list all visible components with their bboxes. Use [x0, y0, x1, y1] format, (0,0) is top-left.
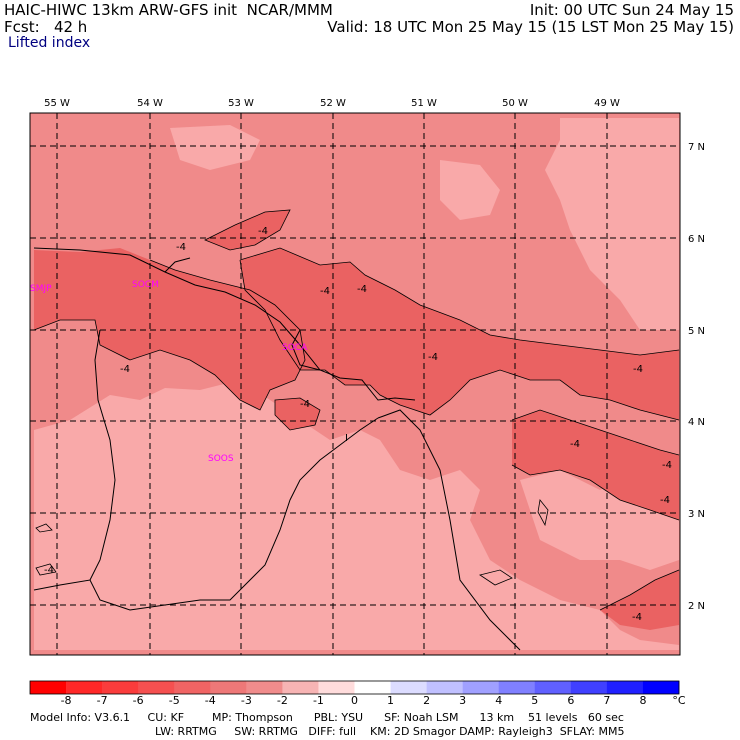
dark-region-mid	[275, 398, 320, 430]
contour-label: -4	[633, 364, 643, 375]
coastlines	[33, 247, 521, 651]
contour-lines	[33, 209, 680, 611]
colorbar-tick-label: -3	[241, 694, 252, 707]
map-frame	[29, 112, 681, 656]
station-label-soca: SOCA	[282, 343, 308, 353]
contour-label: -4	[320, 286, 330, 297]
colorbar-swatch	[210, 681, 247, 694]
graticule	[30, 113, 680, 655]
colorbar-swatch	[570, 681, 608, 694]
lat-label: 5 N	[688, 326, 705, 337]
lon-label: 54 W	[137, 98, 163, 109]
colorbar-tick-label: -1	[313, 694, 324, 707]
lat-label: 6 N	[688, 234, 705, 245]
forecast-hour: Fcst: 42 h	[4, 18, 88, 36]
colorbar-swatch	[66, 681, 103, 694]
colorbar-frame	[29, 680, 680, 695]
lat-label: 2 N	[688, 601, 705, 612]
dark-region-east	[512, 410, 679, 520]
light-region-northeast	[545, 118, 679, 330]
colorbar-swatch	[390, 681, 427, 694]
colorbar-swatch	[30, 681, 67, 694]
colorbar-tick-label: 6	[567, 694, 574, 707]
latitude-labels: 7 N 6 N 5 N 4 N 3 N 2 N	[688, 142, 705, 612]
contour-label: -4	[44, 565, 54, 576]
lon-label: 52 W	[320, 98, 346, 109]
colorbar-swatch	[462, 681, 500, 694]
lon-label: 55 W	[44, 98, 70, 109]
dark-region-central	[240, 248, 679, 420]
station-labels: SMJP SOCM SOCA SOOS	[30, 280, 308, 464]
light-region-north	[170, 125, 260, 170]
init-time: Init: 00 UTC Sun 24 May 15	[529, 1, 734, 19]
lon-label: 51 W	[411, 98, 437, 109]
model-info-line1: Model Info: V3.6.1 CU: KF MP: Thompson P…	[30, 711, 624, 724]
station-label-socm: SOCM	[132, 280, 159, 290]
dark-region-west	[34, 248, 305, 410]
valid-time: Valid: 18 UTC Mon 25 May 15 (15 LST Mon …	[327, 18, 734, 36]
colorbar-unit: °C	[672, 694, 686, 707]
contour-label: -4	[428, 352, 438, 363]
colorbar-tick-label: -2	[277, 694, 288, 707]
contour-label-mark: I	[345, 433, 348, 444]
contour-label: -4	[300, 399, 310, 410]
contour-label: -4	[660, 495, 670, 506]
lon-label: 50 W	[502, 98, 528, 109]
colorbar-tick-label: -4	[205, 694, 216, 707]
colorbar	[29, 680, 680, 695]
colorbar-tick-label: 3	[459, 694, 466, 707]
lon-label: 49 W	[594, 98, 620, 109]
colorbar-swatch	[174, 681, 211, 694]
contour-label: -4	[176, 242, 186, 253]
colorbar-swatch	[102, 681, 139, 694]
colorbar-swatch	[642, 681, 680, 694]
model-info-line2: LW: RRTMG SW: RRTMG DIFF: full KM: 2D Sm…	[155, 725, 625, 738]
colorbar-swatch	[426, 681, 463, 694]
station-label-smjp: SMJP	[30, 284, 52, 294]
colorbar-tick-label: 8	[639, 694, 646, 707]
colorbar-swatch	[606, 681, 644, 694]
colorbar-tick-label: -8	[61, 694, 72, 707]
colorbar-swatch	[138, 681, 175, 694]
contour-label: -4	[570, 439, 580, 450]
longitude-labels: 55 W 54 W 53 W 52 W 51 W 50 W 49 W	[44, 98, 620, 109]
colorbar-swatch	[318, 681, 355, 694]
colorbar-swatch	[354, 681, 391, 694]
contour-label: -4	[662, 460, 672, 471]
station-label-soos: SOOS	[208, 454, 234, 464]
colorbar-tick-label: -5	[169, 694, 180, 707]
colorbar-tick-label: 5	[531, 694, 538, 707]
field-name: Lifted index	[8, 35, 91, 51]
lat-label: 7 N	[688, 142, 705, 153]
contour-label: -4	[632, 612, 642, 623]
light-region-south	[34, 380, 679, 650]
colorbar-ticks: -8 -7 -6 -5 -4 -3 -2 -1 0 1 2 3 4 5 6 7 8	[61, 694, 647, 707]
contour-label: -4	[120, 364, 130, 375]
colorbar-tick-label: -6	[133, 694, 144, 707]
colorbar-tick-label: 2	[423, 694, 430, 707]
colorbar-tick-label: 0	[351, 694, 358, 707]
colorbar-swatch	[498, 681, 536, 694]
lat-label: 3 N	[688, 509, 705, 520]
lon-label: 53 W	[228, 98, 254, 109]
colorbar-tick-label: -7	[97, 694, 108, 707]
light-region-center	[440, 160, 500, 220]
colorbar-tick-label: 4	[495, 694, 502, 707]
dark-region-north	[205, 210, 290, 250]
lat-label: 4 N	[688, 417, 705, 428]
contour-label: -4	[258, 226, 268, 237]
contour-label: -4	[357, 284, 367, 295]
contour-label-group: -4 -4 -4 -4 -4 -4 -4 -4 -4 -4 -4 -4 -4 I	[44, 226, 672, 623]
colorbar-tick-label: 1	[387, 694, 394, 707]
colorbar-swatch	[534, 681, 572, 694]
colorbar-swatch	[246, 681, 283, 694]
colorbar-tick-label: 7	[603, 694, 610, 707]
model-title: HAIC-HIWC 13km ARW-GFS init NCAR/MMM	[4, 1, 333, 19]
colorbar-swatch	[282, 681, 319, 694]
dark-region-southeast	[600, 570, 679, 630]
